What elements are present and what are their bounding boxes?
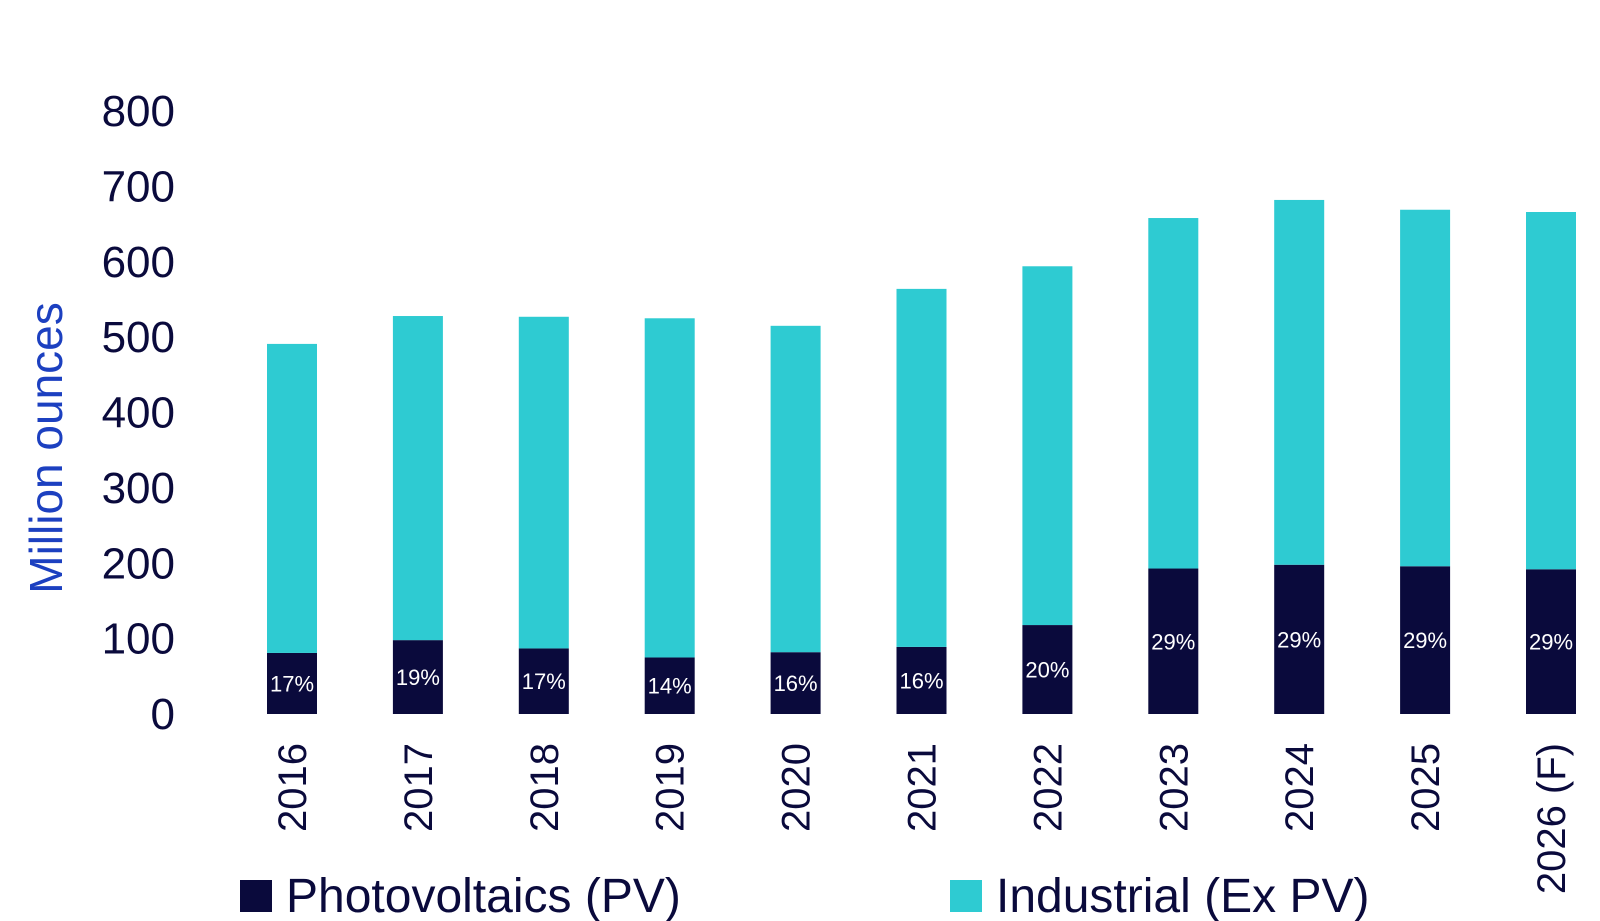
bar-data-label: 29%	[1151, 629, 1195, 654]
x-axis-ticks: 2016 2017 2018 2019 2020 2021 2022 2023 2024 2025…	[271, 743, 1574, 894]
legend-label-industrial: Industrial (Ex PV)	[996, 870, 1369, 921]
x-tick-label: 2019	[649, 743, 693, 832]
x-tick-label: 2020	[775, 743, 819, 832]
bar-pv	[896, 646, 947, 714]
y-tick-label: 200	[102, 539, 175, 588]
bar-pv	[267, 652, 317, 714]
y-tick-label: 600	[102, 238, 175, 287]
bar-industrial	[1526, 212, 1576, 570]
bar-industrial	[896, 288, 947, 647]
y-axis-ticks: 0 100 200 300 400 500 600 700 800	[102, 87, 175, 739]
legend-item-pv: Photovoltaics (PV)	[240, 870, 681, 921]
x-tick-label: 2025	[1404, 743, 1448, 832]
bars	[267, 199, 1576, 714]
y-tick-label: 400	[102, 389, 175, 438]
bar-industrial	[267, 343, 317, 653]
x-tick-label: 2018	[523, 743, 567, 832]
x-tick-label: 2023	[1152, 743, 1196, 832]
bar-pv	[644, 657, 695, 714]
legend: Photovoltaics (PV) Industrial (Ex PV)	[240, 870, 1369, 921]
x-tick-label: 2026 (F)	[1530, 743, 1574, 894]
bar-industrial	[1400, 209, 1451, 567]
bar-industrial	[1022, 266, 1073, 626]
legend-swatch-industrial	[950, 880, 982, 912]
y-tick-label: 300	[102, 464, 175, 513]
y-axis-title-group: Million ounces	[20, 302, 72, 593]
bar-data-label: 19%	[396, 665, 440, 690]
bar-industrial	[770, 325, 821, 653]
bar-pv	[1148, 568, 1199, 714]
x-tick-label: 2016	[271, 743, 315, 832]
bar-pv	[770, 652, 821, 714]
y-axis-title: Million ounces	[20, 302, 72, 593]
bar-pv	[1022, 625, 1073, 714]
bar-pv	[518, 648, 569, 714]
bar-data-label: 16%	[899, 668, 943, 693]
bar-data-label: 29%	[1277, 627, 1321, 652]
bar-data-label: 17%	[270, 671, 314, 696]
x-tick-label: 2024	[1278, 743, 1322, 832]
legend-item-industrial: Industrial (Ex PV)	[950, 870, 1369, 921]
bar-data-label: 17%	[522, 669, 566, 694]
bar-industrial	[392, 316, 443, 641]
bar-data-label: 14%	[648, 674, 692, 699]
legend-label-pv: Photovoltaics (PV)	[286, 870, 681, 921]
y-tick-label: 500	[102, 313, 175, 362]
bar-pv	[392, 640, 443, 714]
bar-data-label: 29%	[1529, 630, 1573, 655]
bar-data-label: 29%	[1403, 628, 1447, 653]
bar-industrial	[644, 318, 695, 658]
bar-labels: 17% 19% 17% 14% 16% 16% 20% 29% 29% 29% 29%	[270, 627, 1573, 698]
y-tick-label: 800	[102, 87, 175, 136]
legend-swatch-pv	[240, 880, 272, 912]
bar-pv	[1526, 569, 1576, 714]
bar-industrial	[1148, 218, 1199, 569]
bar-data-label: 20%	[1025, 658, 1069, 683]
bar-pv	[1400, 566, 1451, 714]
x-tick-label: 2021	[901, 743, 945, 832]
bar-pv	[1274, 564, 1325, 714]
y-tick-label: 700	[102, 162, 175, 211]
bar-industrial	[518, 316, 569, 649]
bar-data-label: 16%	[774, 671, 818, 696]
bar-industrial	[1274, 199, 1325, 565]
y-tick-label: 100	[102, 615, 175, 664]
y-tick-label: 0	[151, 690, 175, 739]
x-tick-label: 2017	[397, 743, 441, 832]
x-tick-label: 2022	[1026, 743, 1070, 832]
